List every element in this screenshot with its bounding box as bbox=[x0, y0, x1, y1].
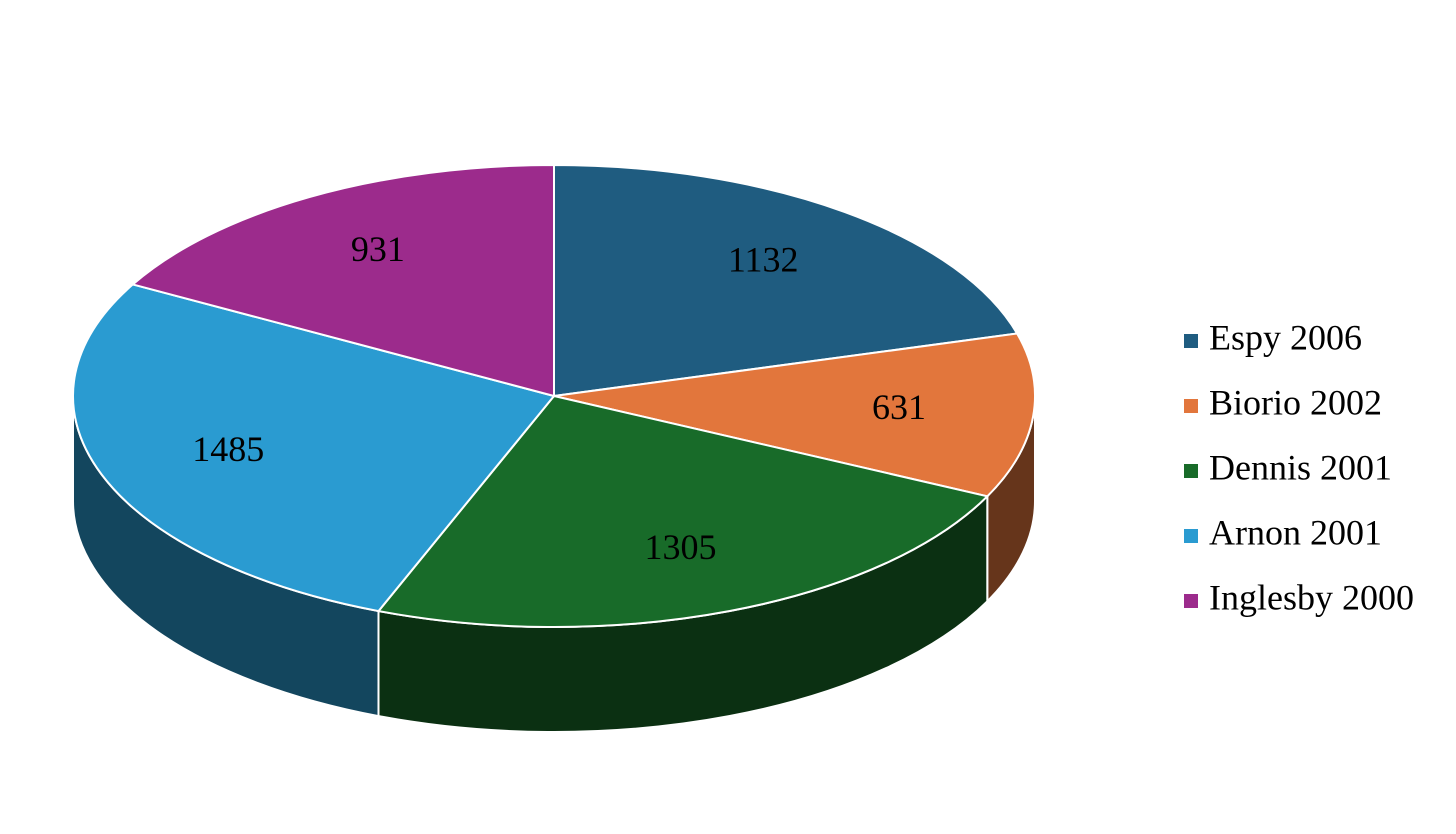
legend-swatch bbox=[1184, 334, 1198, 348]
data-label: 631 bbox=[872, 387, 926, 427]
legend-label: Dennis 2001 bbox=[1209, 447, 1392, 487]
slice bbox=[130, 163, 555, 398]
slice bbox=[553, 332, 1036, 498]
data-label: 1485 bbox=[192, 429, 264, 469]
legend-label: Biorio 2002 bbox=[1209, 382, 1382, 422]
legend-swatch bbox=[1184, 464, 1198, 478]
legend-swatch bbox=[1184, 594, 1198, 608]
legend-label: Arnon 2001 bbox=[1209, 512, 1382, 552]
slice bbox=[553, 163, 1019, 398]
legend-label: Espy 2006 bbox=[1209, 317, 1362, 357]
data-label: 1305 bbox=[645, 527, 717, 567]
slice bbox=[72, 283, 556, 613]
legend-label: Inglesby 2000 bbox=[1209, 577, 1414, 617]
data-label: 931 bbox=[351, 229, 405, 269]
slice bbox=[376, 394, 990, 628]
data-label: 1132 bbox=[728, 240, 799, 280]
legend-swatch bbox=[1184, 529, 1198, 543]
legend-swatch bbox=[1184, 399, 1198, 413]
